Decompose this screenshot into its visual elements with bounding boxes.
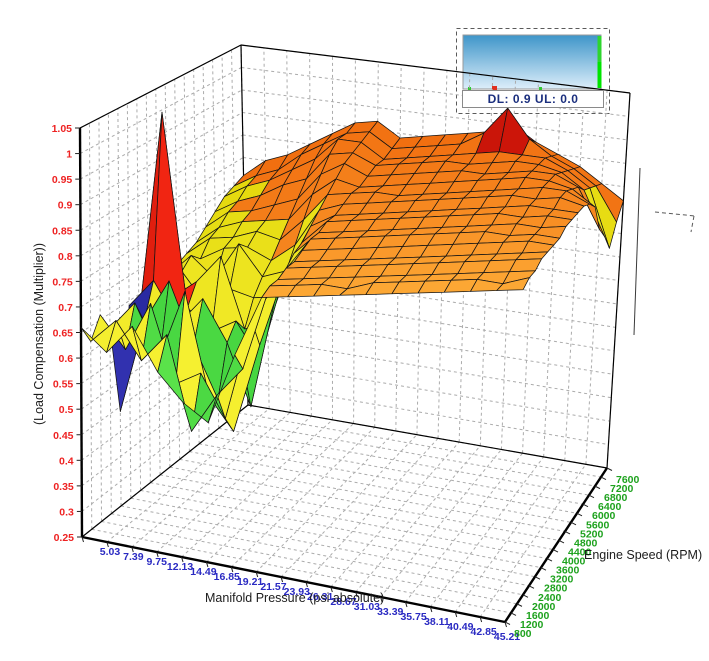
y-tick-label: 5600 xyxy=(586,519,610,531)
z-tick-label: 0.7 xyxy=(58,302,73,314)
x-tick-label: 16.85 xyxy=(214,571,240,583)
y-tick-label: 800 xyxy=(514,628,532,640)
selection-marquee xyxy=(456,28,696,336)
axis-ticks: 0.25 0.3 0.35 0.4 0.45 0.5 0.55 0.6 0.65 0.7 0.75 0… xyxy=(52,123,640,643)
x-tick-label: 26.31 xyxy=(307,591,333,603)
x-tick-label: 35.75 xyxy=(400,611,426,623)
x-tick-label: 5.03 xyxy=(100,546,121,558)
y-tick-label: 4400 xyxy=(568,546,592,558)
legend-green-mark xyxy=(539,87,542,90)
y-tick-label: 6800 xyxy=(604,492,628,504)
x-tick-label: 19.21 xyxy=(237,576,263,588)
z-tick-label: 0.35 xyxy=(53,481,74,493)
x-axis-title: Manifold Pressure (psi absolute) xyxy=(205,591,385,605)
z-tick-label: 0.65 xyxy=(53,328,74,340)
x-tick-label: 23.93 xyxy=(284,586,310,598)
y-tick-label: 6400 xyxy=(598,501,622,513)
z-tick-label: 0.6 xyxy=(59,353,74,365)
z-tick-label: 0.95 xyxy=(52,174,73,186)
y-tick-label: 2000 xyxy=(532,601,556,613)
y-tick-label: 5200 xyxy=(580,528,604,540)
z-tick-label: 0.8 xyxy=(58,251,73,263)
x-tick-label: 40.49 xyxy=(447,621,473,633)
legend-green-mark xyxy=(468,87,471,90)
z-tick-label: 0.55 xyxy=(53,379,74,391)
y-tick-label: 2800 xyxy=(544,583,568,595)
y-axis-title: Engine Speed (RPM) xyxy=(584,548,703,562)
z-tick-label: 0.3 xyxy=(59,506,74,518)
x-tick-label: 9.75 xyxy=(146,556,167,568)
z-tick-label: 1 xyxy=(66,149,72,161)
z-tick-label: 0.5 xyxy=(59,404,74,416)
x-tick-label: 38.11 xyxy=(424,616,450,628)
z-tick-label: 0.25 xyxy=(54,532,75,544)
y-tick-label: 2400 xyxy=(538,592,562,604)
x-tick-label: 45.21 xyxy=(494,631,520,643)
legend-gradient-box[interactable] xyxy=(462,34,602,90)
z-tick-label: 0.85 xyxy=(52,225,73,237)
y-tick-label: 7200 xyxy=(610,483,634,495)
x-tick-label: 14.49 xyxy=(190,566,216,578)
y-tick-label: 3600 xyxy=(556,565,580,577)
y-tick-label: 1600 xyxy=(526,610,550,622)
y-tick-label: 7600 xyxy=(616,474,640,486)
y-tick-label: 3200 xyxy=(550,574,574,586)
x-tick-label: 31.03 xyxy=(354,601,380,613)
x-tick-label: 21.57 xyxy=(260,581,286,593)
x-tick-label: 7.39 xyxy=(123,551,144,563)
y-tick-label: 4800 xyxy=(574,537,598,549)
z-tick-label: 0.9 xyxy=(58,200,73,212)
z-tick-label: 0.4 xyxy=(59,455,74,467)
x-tick-label: 33.39 xyxy=(377,606,403,618)
y-tick-label: 6000 xyxy=(592,510,616,522)
legend-dl-ul-label[interactable]: DL: 0.9 UL: 0.0 xyxy=(462,90,604,108)
z-tick-label: 0.45 xyxy=(53,430,74,442)
x-tick-label: 28.67 xyxy=(330,596,356,608)
y-tick-label: 4000 xyxy=(562,556,586,568)
z-tick-label: 1.05 xyxy=(52,123,73,135)
legend-red-mark xyxy=(492,86,497,90)
x-tick-label: 42.85 xyxy=(471,626,497,638)
surface-mesh xyxy=(80,107,624,432)
z-axis-title: (Load Compensation (Multiplier)) xyxy=(32,242,46,426)
x-tick-label: 12.13 xyxy=(167,561,193,573)
y-tick-label: 1200 xyxy=(520,619,544,631)
z-tick-label: 0.75 xyxy=(52,276,73,288)
